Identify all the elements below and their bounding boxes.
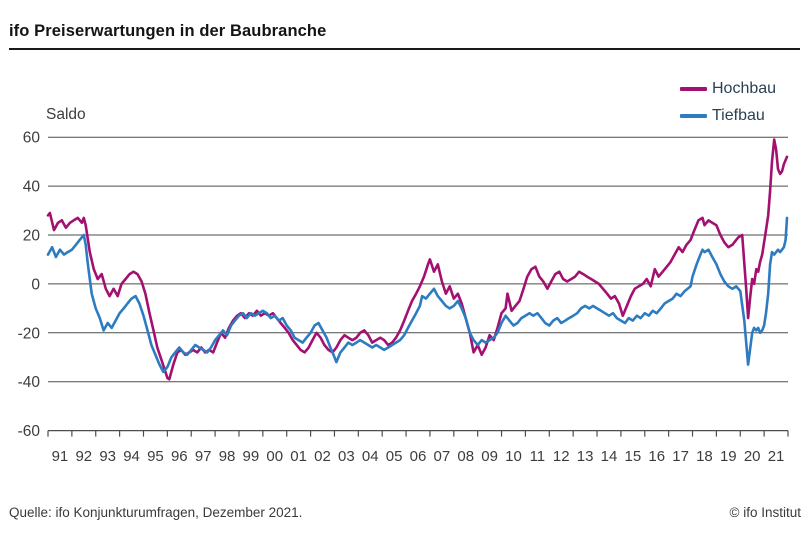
- legend-item-hochbau: Hochbau: [680, 79, 776, 99]
- y-tick-label: -40: [18, 374, 41, 391]
- x-tick-label: 17: [672, 448, 689, 465]
- y-tick-label: 0: [31, 276, 40, 293]
- x-tick-label: 02: [314, 448, 331, 465]
- x-tick-label: 11: [530, 448, 546, 465]
- legend-label-tiefbau: Tiefbau: [712, 107, 765, 124]
- series-line-hochbau: [46, 138, 789, 381]
- x-tick-label: 21: [768, 448, 785, 465]
- hochbau-line-swatch: [680, 87, 707, 91]
- source-note: Quelle: ifo Konjunkturumfragen, Dezember…: [9, 505, 303, 520]
- x-tick-label: 08: [457, 448, 474, 465]
- x-tick-label: 12: [553, 448, 570, 465]
- x-tick-label: 09: [481, 448, 498, 465]
- y-tick-label: 40: [23, 179, 41, 196]
- y-tick-label: 60: [23, 130, 41, 147]
- x-tick-label: 94: [123, 448, 140, 465]
- x-tick-label: 93: [99, 448, 116, 465]
- x-tick-label: 99: [243, 448, 260, 465]
- x-tick-label: 01: [290, 448, 307, 465]
- x-tick-label: 06: [410, 448, 427, 465]
- footer: Quelle: ifo Konjunkturumfragen, Dezember…: [9, 505, 801, 520]
- tiefbau-line-swatch: [680, 114, 707, 118]
- x-tick-label: 20: [744, 448, 761, 465]
- x-tick-label: 00: [266, 448, 283, 465]
- series-line-tiefbau: [46, 216, 789, 374]
- y-tick-label: -20: [18, 325, 41, 342]
- x-tick-label: 07: [434, 448, 451, 465]
- legend-label-hochbau: Hochbau: [712, 80, 777, 97]
- copyright-note: © ifo Institut: [729, 505, 801, 520]
- y-axis-title: Saldo: [46, 106, 86, 123]
- legend: Hochbau Tiefbau: [680, 79, 776, 126]
- y-tick-label: -60: [18, 423, 41, 440]
- y-tick-label: 20: [23, 228, 41, 245]
- x-tick-label: 19: [720, 448, 737, 465]
- x-tick-label: 18: [696, 448, 713, 465]
- x-tick-label: 16: [648, 448, 665, 465]
- legend-item-tiefbau: Tiefbau: [680, 106, 776, 126]
- x-tick-label: 14: [601, 448, 618, 465]
- x-tick-label: 03: [338, 448, 355, 465]
- x-tick-label: 10: [505, 448, 522, 465]
- x-tick-label: 98: [219, 448, 236, 465]
- x-tick-label: 13: [577, 448, 594, 465]
- x-tick-label: 97: [195, 448, 212, 465]
- x-tick-label: 92: [75, 448, 92, 465]
- x-tick-label: 95: [147, 448, 164, 465]
- chart-title: ifo Preiserwartungen in der Baubranche: [9, 22, 800, 50]
- x-tick-label: 04: [362, 448, 379, 465]
- x-tick-label: 96: [171, 448, 188, 465]
- x-tick-label: 91: [52, 448, 69, 465]
- x-tick-label: 05: [386, 448, 403, 465]
- x-tick-label: 15: [624, 448, 641, 465]
